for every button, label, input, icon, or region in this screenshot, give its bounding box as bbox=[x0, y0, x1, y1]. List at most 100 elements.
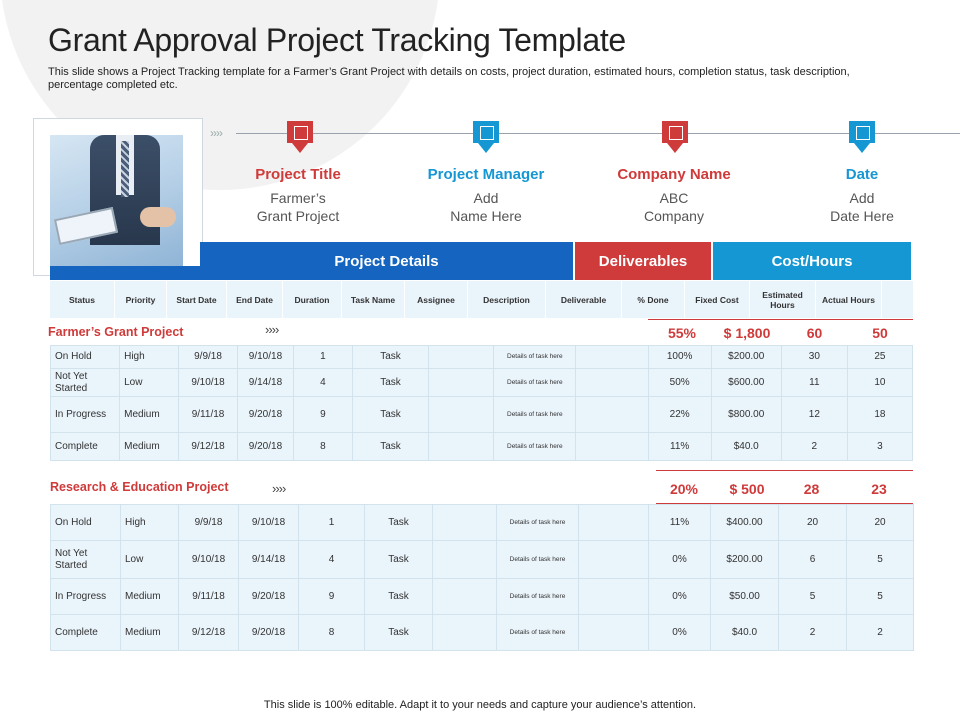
cell-description[interactable]: Details of task here bbox=[496, 614, 579, 651]
cell-start-date[interactable]: 9/12/18 bbox=[178, 614, 239, 651]
cell-percent-done[interactable]: 0% bbox=[648, 614, 711, 651]
cell-actual-hours[interactable]: 2 bbox=[846, 614, 914, 651]
cell-duration[interactable]: 1 bbox=[298, 504, 365, 541]
cell-status[interactable]: On Hold bbox=[49, 345, 121, 369]
cell-deliverable[interactable] bbox=[575, 396, 649, 433]
cell-start-date[interactable]: 9/9/18 bbox=[178, 504, 239, 541]
cell-status[interactable]: In Progress bbox=[50, 578, 121, 615]
cell-fixed-cost[interactable]: $800.00 bbox=[710, 396, 782, 433]
cell-end-date[interactable]: 9/14/18 bbox=[237, 368, 294, 397]
cell-end-date[interactable]: 9/10/18 bbox=[237, 345, 294, 369]
cell-description[interactable]: Details of task here bbox=[493, 345, 577, 369]
cell-task-name[interactable]: Task bbox=[351, 345, 430, 369]
cell-end-date[interactable]: 9/20/18 bbox=[238, 614, 299, 651]
cell-status[interactable]: Not Yet Started bbox=[49, 368, 121, 397]
cell-assignee[interactable] bbox=[428, 345, 495, 369]
cell-assignee[interactable] bbox=[432, 614, 497, 651]
cell-end-date[interactable]: 9/20/18 bbox=[237, 432, 294, 461]
cell-end-date[interactable]: 9/10/18 bbox=[238, 504, 299, 541]
cell-percent-done[interactable]: 100% bbox=[647, 345, 712, 369]
cell-deliverable[interactable] bbox=[575, 345, 649, 369]
cell-percent-done[interactable]: 50% bbox=[647, 368, 712, 397]
cell-priority[interactable]: Medium bbox=[120, 578, 179, 615]
cell-end-date[interactable]: 9/14/18 bbox=[238, 540, 299, 579]
cell-duration[interactable]: 9 bbox=[298, 578, 365, 615]
cell-assignee[interactable] bbox=[432, 504, 497, 541]
cell-duration[interactable]: 9 bbox=[292, 396, 353, 433]
cell-estimated-hours[interactable]: 30 bbox=[780, 345, 848, 369]
cell-description[interactable]: Details of task here bbox=[493, 432, 577, 461]
cell-deliverable[interactable] bbox=[578, 614, 649, 651]
cell-priority[interactable]: Medium bbox=[120, 614, 179, 651]
cell-start-date[interactable]: 9/10/18 bbox=[178, 368, 239, 397]
cell-description[interactable]: Details of task here bbox=[493, 368, 577, 397]
cell-duration[interactable]: 8 bbox=[292, 432, 353, 461]
cell-task-name[interactable]: Task bbox=[351, 396, 430, 433]
info-value[interactable]: Farmer’s Grant Project bbox=[256, 190, 340, 224]
table-row[interactable]: Not Yet Started Low 9/10/18 9/14/18 4 Ta… bbox=[50, 540, 914, 579]
cell-duration[interactable]: 8 bbox=[298, 614, 365, 651]
cell-start-date[interactable]: 9/12/18 bbox=[178, 432, 239, 461]
info-value[interactable]: ABC Company bbox=[644, 190, 704, 224]
cell-task-name[interactable]: Task bbox=[351, 432, 430, 461]
cell-fixed-cost[interactable]: $200.00 bbox=[710, 345, 782, 369]
cell-fixed-cost[interactable]: $50.00 bbox=[710, 578, 779, 615]
cell-estimated-hours[interactable]: 2 bbox=[780, 432, 848, 461]
cell-start-date[interactable]: 9/11/18 bbox=[178, 396, 239, 433]
cell-task-name[interactable]: Task bbox=[364, 614, 433, 651]
cell-actual-hours[interactable]: 5 bbox=[846, 578, 914, 615]
cell-assignee[interactable] bbox=[432, 540, 497, 579]
cell-task-name[interactable]: Task bbox=[364, 504, 433, 541]
cell-priority[interactable]: High bbox=[120, 504, 179, 541]
table-row[interactable]: Complete Medium 9/12/18 9/20/18 8 Task D… bbox=[50, 614, 914, 651]
cell-assignee[interactable] bbox=[428, 368, 495, 397]
cell-fixed-cost[interactable]: $400.00 bbox=[710, 504, 779, 541]
cell-actual-hours[interactable]: 25 bbox=[846, 345, 914, 369]
info-value[interactable]: Add Date Here bbox=[830, 190, 894, 224]
cell-actual-hours[interactable]: 18 bbox=[846, 396, 914, 433]
cell-end-date[interactable]: 9/20/18 bbox=[237, 396, 294, 433]
cell-priority[interactable]: Low bbox=[120, 540, 179, 579]
cell-deliverable[interactable] bbox=[578, 540, 649, 579]
cell-fixed-cost[interactable]: $40.0 bbox=[710, 614, 779, 651]
cell-actual-hours[interactable]: 5 bbox=[846, 540, 914, 579]
cell-deliverable[interactable] bbox=[578, 578, 649, 615]
cell-estimated-hours[interactable]: 20 bbox=[778, 504, 847, 541]
table-row[interactable]: Not Yet Started Low 9/10/18 9/14/18 4 Ta… bbox=[49, 368, 914, 397]
cell-task-name[interactable]: Task bbox=[351, 368, 430, 397]
cell-duration[interactable]: 4 bbox=[292, 368, 353, 397]
cell-estimated-hours[interactable]: 12 bbox=[780, 396, 848, 433]
cell-duration[interactable]: 4 bbox=[298, 540, 365, 579]
cell-status[interactable]: In Progress bbox=[49, 396, 121, 433]
cell-fixed-cost[interactable]: $200.00 bbox=[710, 540, 779, 579]
cell-percent-done[interactable]: 22% bbox=[647, 396, 712, 433]
cell-task-name[interactable]: Task bbox=[364, 540, 433, 579]
cell-description[interactable]: Details of task here bbox=[496, 504, 579, 541]
cell-assignee[interactable] bbox=[428, 432, 495, 461]
cell-estimated-hours[interactable]: 6 bbox=[778, 540, 847, 579]
cell-description[interactable]: Details of task here bbox=[496, 578, 579, 615]
cell-task-name[interactable]: Task bbox=[364, 578, 433, 615]
cell-priority[interactable]: Medium bbox=[119, 432, 180, 461]
cell-duration[interactable]: 1 bbox=[292, 345, 353, 369]
cell-actual-hours[interactable]: 10 bbox=[846, 368, 914, 397]
cell-assignee[interactable] bbox=[432, 578, 497, 615]
table-row[interactable]: In Progress Medium 9/11/18 9/20/18 9 Tas… bbox=[50, 578, 914, 615]
cell-start-date[interactable]: 9/11/18 bbox=[178, 578, 239, 615]
cell-percent-done[interactable]: 0% bbox=[648, 578, 711, 615]
info-value[interactable]: Add Name Here bbox=[450, 190, 522, 224]
cell-deliverable[interactable] bbox=[575, 368, 649, 397]
cell-priority[interactable]: Low bbox=[119, 368, 180, 397]
cell-actual-hours[interactable]: 20 bbox=[846, 504, 914, 541]
cell-estimated-hours[interactable]: 2 bbox=[778, 614, 847, 651]
table-row[interactable]: On Hold High 9/9/18 9/10/18 1 Task Detai… bbox=[49, 345, 914, 369]
table-row[interactable]: In Progress Medium 9/11/18 9/20/18 9 Tas… bbox=[49, 396, 914, 433]
cell-actual-hours[interactable]: 3 bbox=[846, 432, 914, 461]
cell-percent-done[interactable]: 11% bbox=[648, 504, 711, 541]
cell-deliverable[interactable] bbox=[578, 504, 649, 541]
cell-status[interactable]: On Hold bbox=[50, 504, 121, 541]
cell-end-date[interactable]: 9/20/18 bbox=[238, 578, 299, 615]
cell-fixed-cost[interactable]: $600.00 bbox=[710, 368, 782, 397]
cell-fixed-cost[interactable]: $40.0 bbox=[710, 432, 782, 461]
cell-status[interactable]: Complete bbox=[50, 614, 121, 651]
